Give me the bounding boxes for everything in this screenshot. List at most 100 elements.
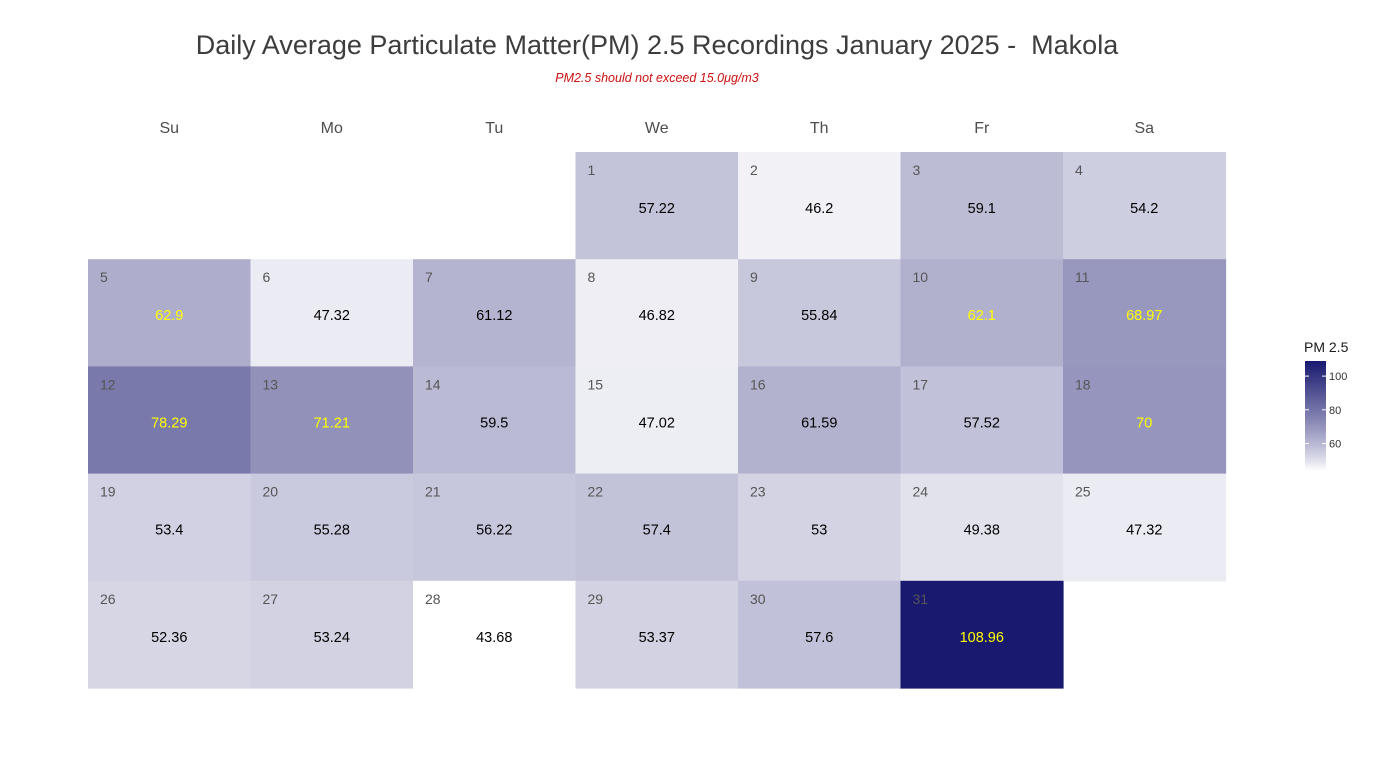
day-cell — [413, 580, 577, 689]
day-cell — [250, 580, 414, 689]
day-value-label: 46.82 — [639, 308, 675, 324]
day-cell — [738, 152, 902, 260]
day-value-label: 62.9 — [155, 308, 183, 324]
day-number: 27 — [263, 591, 279, 607]
day-cell — [250, 473, 414, 582]
day-value-label: 53 — [811, 523, 827, 539]
day-number: 29 — [588, 591, 604, 607]
day-number: 2 — [750, 162, 758, 178]
day-number: 30 — [750, 591, 766, 607]
day-value-label: 47.32 — [1126, 523, 1162, 539]
day-cell — [900, 366, 1064, 475]
weekday-label: Fr — [974, 120, 990, 137]
day-cell — [1063, 366, 1227, 475]
day-cell — [575, 366, 739, 475]
day-value-label: 55.28 — [314, 523, 350, 539]
day-cell — [413, 366, 577, 475]
day-value-label: 62.1 — [968, 308, 996, 324]
day-number: 13 — [263, 376, 279, 392]
weekday-label: Su — [159, 120, 179, 137]
day-cell — [900, 580, 1064, 689]
legend-tick-label: 60 — [1329, 439, 1341, 451]
day-cell — [738, 366, 902, 475]
legend-title: PM 2.5 — [1304, 339, 1349, 355]
day-number: 26 — [100, 591, 116, 607]
day-value-label: 49.38 — [964, 523, 1000, 539]
color-legend: 60 80 100 — [1305, 361, 1347, 471]
day-cell — [250, 259, 414, 367]
weekday-label: We — [645, 120, 669, 137]
day-cell — [88, 580, 252, 689]
day-number: 19 — [100, 484, 116, 500]
day-value-label: 61.12 — [476, 308, 512, 324]
day-number: 25 — [1075, 484, 1091, 500]
day-value-label: 57.52 — [964, 415, 1000, 431]
weekday-label: Th — [810, 120, 829, 137]
day-cell — [88, 259, 252, 367]
day-number: 1 — [588, 162, 596, 178]
day-value-label: 70 — [1136, 415, 1152, 431]
day-number: 17 — [913, 376, 929, 392]
day-number: 3 — [913, 162, 921, 178]
day-cell — [738, 259, 902, 367]
day-cell — [900, 259, 1064, 367]
day-cell — [88, 366, 252, 475]
day-value-label: 59.1 — [968, 201, 996, 217]
day-number: 7 — [425, 269, 433, 285]
legend-tick-label: 100 — [1329, 371, 1347, 383]
day-value-label: 57.6 — [805, 630, 833, 646]
day-value-label: 56.22 — [476, 523, 512, 539]
day-number: 18 — [1075, 376, 1091, 392]
day-value-label: 78.29 — [151, 415, 187, 431]
day-cell — [1063, 152, 1227, 260]
calendar-heatmap: Su Mo Tu We Th Fr Sa 1 57.22 2 46.2 3 59.1 4 54.2 5 62.9… — [88, 120, 1227, 689]
day-value-label: 59.5 — [480, 415, 508, 431]
day-number: 6 — [263, 269, 271, 285]
day-value-label: 46.2 — [805, 201, 833, 217]
day-cell — [1063, 473, 1227, 582]
day-cell — [575, 580, 739, 689]
day-value-label: 71.21 — [314, 415, 350, 431]
day-value-label: 57.22 — [639, 201, 675, 217]
day-value-label: 68.97 — [1126, 308, 1162, 324]
day-value-label: 53.37 — [639, 630, 675, 646]
day-cell — [900, 473, 1064, 582]
day-number: 23 — [750, 484, 766, 500]
day-cell — [413, 259, 577, 367]
day-cell — [738, 473, 902, 582]
weekday-label: Tu — [485, 120, 503, 137]
day-value-label: 108.96 — [960, 630, 1004, 646]
day-number: 8 — [588, 269, 596, 285]
day-value-label: 47.02 — [639, 415, 675, 431]
day-cell — [413, 473, 577, 582]
day-value-label: 55.84 — [801, 308, 837, 324]
day-value-label: 57.4 — [643, 523, 671, 539]
day-cell — [738, 580, 902, 689]
day-value-label: 43.68 — [476, 630, 512, 646]
day-value-label: 53.24 — [314, 630, 350, 646]
day-number: 31 — [913, 591, 929, 607]
day-cell — [1063, 259, 1227, 367]
weekday-label: Sa — [1134, 120, 1154, 137]
day-value-label: 61.59 — [801, 415, 837, 431]
day-number: 28 — [425, 591, 441, 607]
day-number: 22 — [588, 484, 604, 500]
day-cell — [575, 152, 739, 260]
day-value-label: 54.2 — [1130, 201, 1158, 217]
day-number: 9 — [750, 269, 758, 285]
day-number: 24 — [913, 484, 929, 500]
day-cell — [900, 152, 1064, 260]
day-cell — [575, 259, 739, 367]
day-number: 15 — [588, 376, 604, 392]
day-number: 16 — [750, 376, 766, 392]
day-number: 5 — [100, 269, 108, 285]
day-value-label: 47.32 — [314, 308, 350, 324]
chart-title: Daily Average Particulate Matter(PM) 2.5… — [195, 30, 1119, 60]
day-value-label: 53.4 — [155, 523, 183, 539]
legend-colorbar — [1305, 361, 1326, 471]
day-cell — [575, 473, 739, 582]
day-number: 12 — [100, 376, 116, 392]
day-number: 20 — [263, 484, 279, 500]
chart-subtitle: PM2.5 should not exceed 15.0μg/m3 — [555, 71, 759, 85]
day-value-label: 52.36 — [151, 630, 187, 646]
